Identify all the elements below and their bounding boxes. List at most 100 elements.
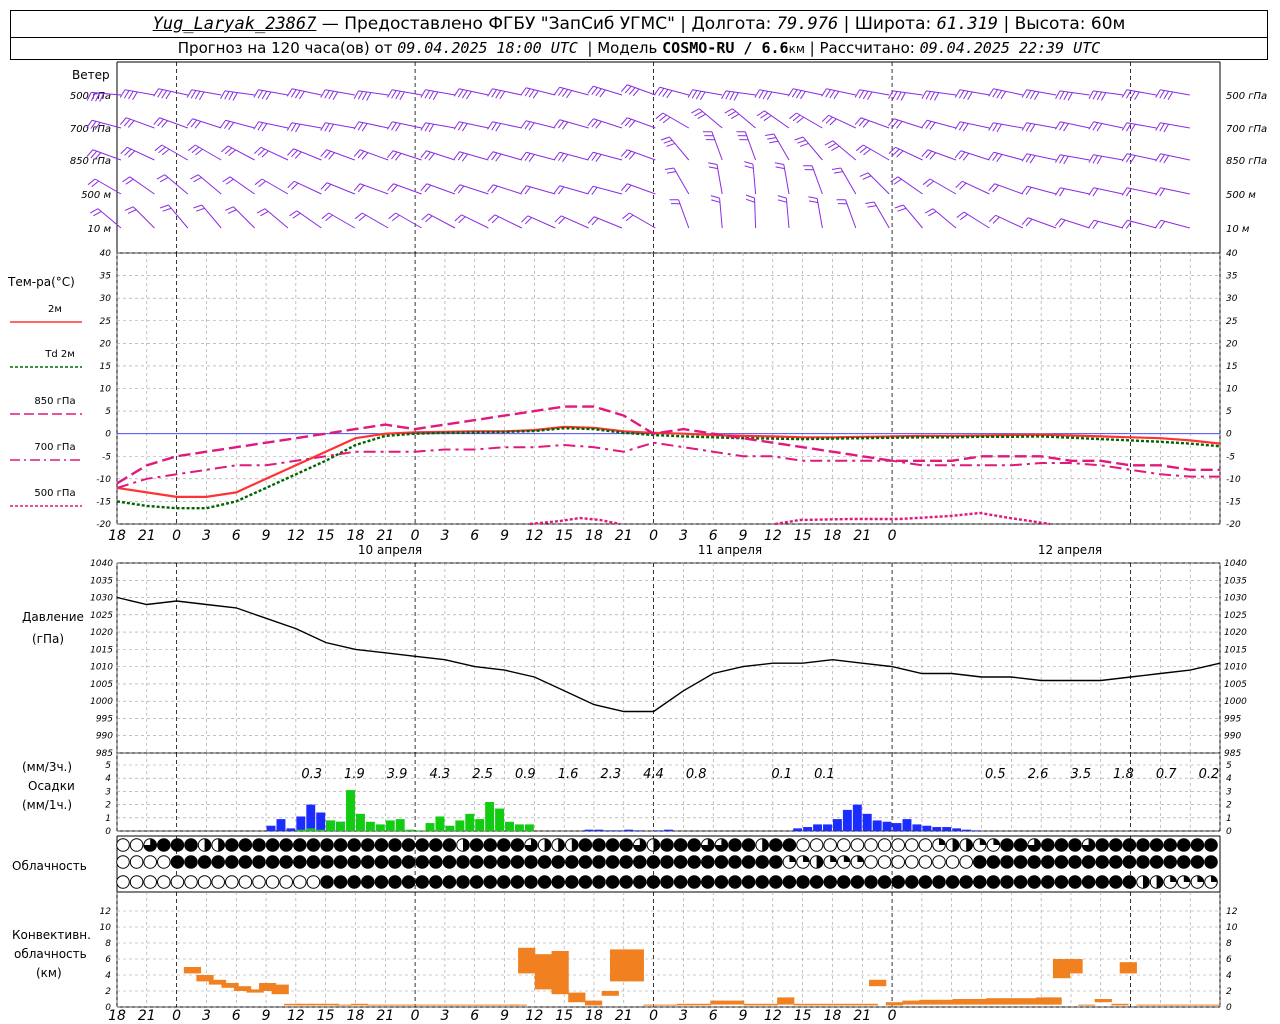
precip-snow-bar (813, 824, 823, 831)
precip-y-tick-right: 0 (1226, 827, 1232, 837)
wind-barb-feather (992, 123, 998, 132)
wind-barb-feather (225, 178, 234, 185)
cloud-symbol (483, 855, 498, 869)
precip-snow-bar (793, 828, 803, 831)
wind-barb-feather (1063, 155, 1069, 165)
wind-barb-shaft (764, 110, 790, 129)
wind-barb-feather (662, 116, 671, 124)
wind-barb-feather (660, 136, 670, 141)
cloud-circle (1068, 855, 1082, 869)
wind-barb-feather (892, 91, 898, 100)
cloud-symbol (497, 838, 511, 852)
cloud-circle (837, 875, 851, 889)
precip-total-label: 1.6 (558, 767, 579, 782)
wind-barb-feather (153, 88, 159, 97)
wind-barb-shaft (1026, 89, 1057, 96)
wind-barb (386, 121, 422, 132)
wind-barb-feather (1088, 121, 1095, 130)
cloud-circle (864, 855, 878, 869)
cloud-circle (1027, 855, 1041, 869)
wind-barb (587, 151, 623, 163)
wind-barb-feather (587, 85, 594, 94)
wind-barb-feather (193, 204, 203, 209)
cloud-symbol (973, 855, 987, 869)
wind-barb-feather (290, 123, 297, 132)
wind-barb-shaft (229, 176, 255, 195)
pressure-y-tick: 995 (96, 714, 113, 724)
wind-barb-feather (929, 152, 937, 160)
wind-barb (774, 162, 790, 195)
wind-barb-feather (620, 183, 628, 191)
wind-barb-feather (711, 199, 721, 203)
cloud-symbol (252, 855, 266, 869)
cloud-symbol (1136, 875, 1150, 889)
cloud-circle (619, 838, 634, 852)
x-tick-label-bottom: 15 (317, 1008, 335, 1024)
wind-barb-shaft (91, 91, 122, 96)
wind-barb (420, 89, 456, 100)
wind-barb-feather (863, 148, 871, 156)
wind-barb (620, 149, 656, 161)
wind-barb (286, 88, 322, 100)
cloud-symbol (1054, 838, 1069, 852)
wind-barb (664, 167, 690, 195)
wind-barb-feather (695, 90, 702, 100)
precip-rain-bar (415, 830, 425, 831)
cloud-circle (456, 875, 470, 889)
wind-barb-feather (896, 91, 902, 101)
wind-barb-feather (769, 140, 779, 144)
wind-barb (821, 114, 857, 129)
temp-y-tick: 10 (100, 385, 112, 395)
cloud-fraction (558, 838, 565, 852)
wind-barb (354, 212, 389, 229)
cloud-symbol (333, 875, 348, 889)
wind-barb-shaft (840, 167, 857, 195)
wind-barb (487, 151, 522, 162)
wind-barb-shaft (425, 89, 456, 96)
pressure-line (116, 596, 1221, 713)
temp-y-tick: -15 (96, 497, 111, 507)
wind-barb (1121, 122, 1157, 133)
wind-barb (1155, 187, 1190, 197)
wind-barb (736, 131, 757, 161)
wind-barb-feather (291, 182, 299, 190)
wind-barb-feather (159, 176, 169, 183)
cloud-symbol (238, 875, 253, 889)
wind-barb-feather (228, 122, 235, 131)
wind-barb-shaft (328, 212, 356, 229)
cloud-symbol (809, 855, 824, 869)
conv-bar (296, 1003, 314, 1006)
conv-bar (417, 1004, 436, 1006)
wind-barb-feather (353, 183, 361, 191)
cloud-symbol (687, 875, 702, 889)
precip-total-label: 2.5 (472, 767, 493, 782)
temp-y-tick: 35 (100, 272, 112, 282)
x-tick-label-bottom: 0 (649, 1008, 658, 1024)
wind-barb-feather (825, 116, 833, 124)
cloud-symbol (905, 875, 919, 889)
cloud-circle (333, 838, 348, 852)
wind-barb (520, 185, 556, 195)
precip-total-label: 2.3 (600, 767, 621, 782)
cloud-symbol (401, 838, 416, 852)
precip-snow-bar (832, 819, 842, 831)
cloud-circle (1109, 875, 1123, 889)
wind-barb-feather (595, 121, 602, 129)
wind-barb-feather (428, 90, 435, 100)
wind-barb-feather (328, 90, 334, 100)
wind-barb-shaft (926, 119, 957, 129)
cloud-circle (129, 855, 144, 869)
x-tick-label-bottom: 21 (853, 1008, 871, 1024)
x-tick-label: 9 (500, 528, 509, 544)
cloud-circle (415, 838, 430, 852)
wind-barb (253, 121, 289, 132)
precip-total-label: 4.3 (430, 767, 451, 782)
conv-bar (467, 1004, 486, 1006)
wind-barb (119, 89, 155, 100)
cloud-circle (823, 875, 838, 889)
lat-value: 61.319 (936, 14, 999, 34)
wind-barb-feather (1092, 188, 1099, 197)
temp-y-tick: 40 (100, 249, 112, 259)
cloud-symbol (442, 838, 457, 852)
wind-barb-feather (153, 117, 160, 125)
